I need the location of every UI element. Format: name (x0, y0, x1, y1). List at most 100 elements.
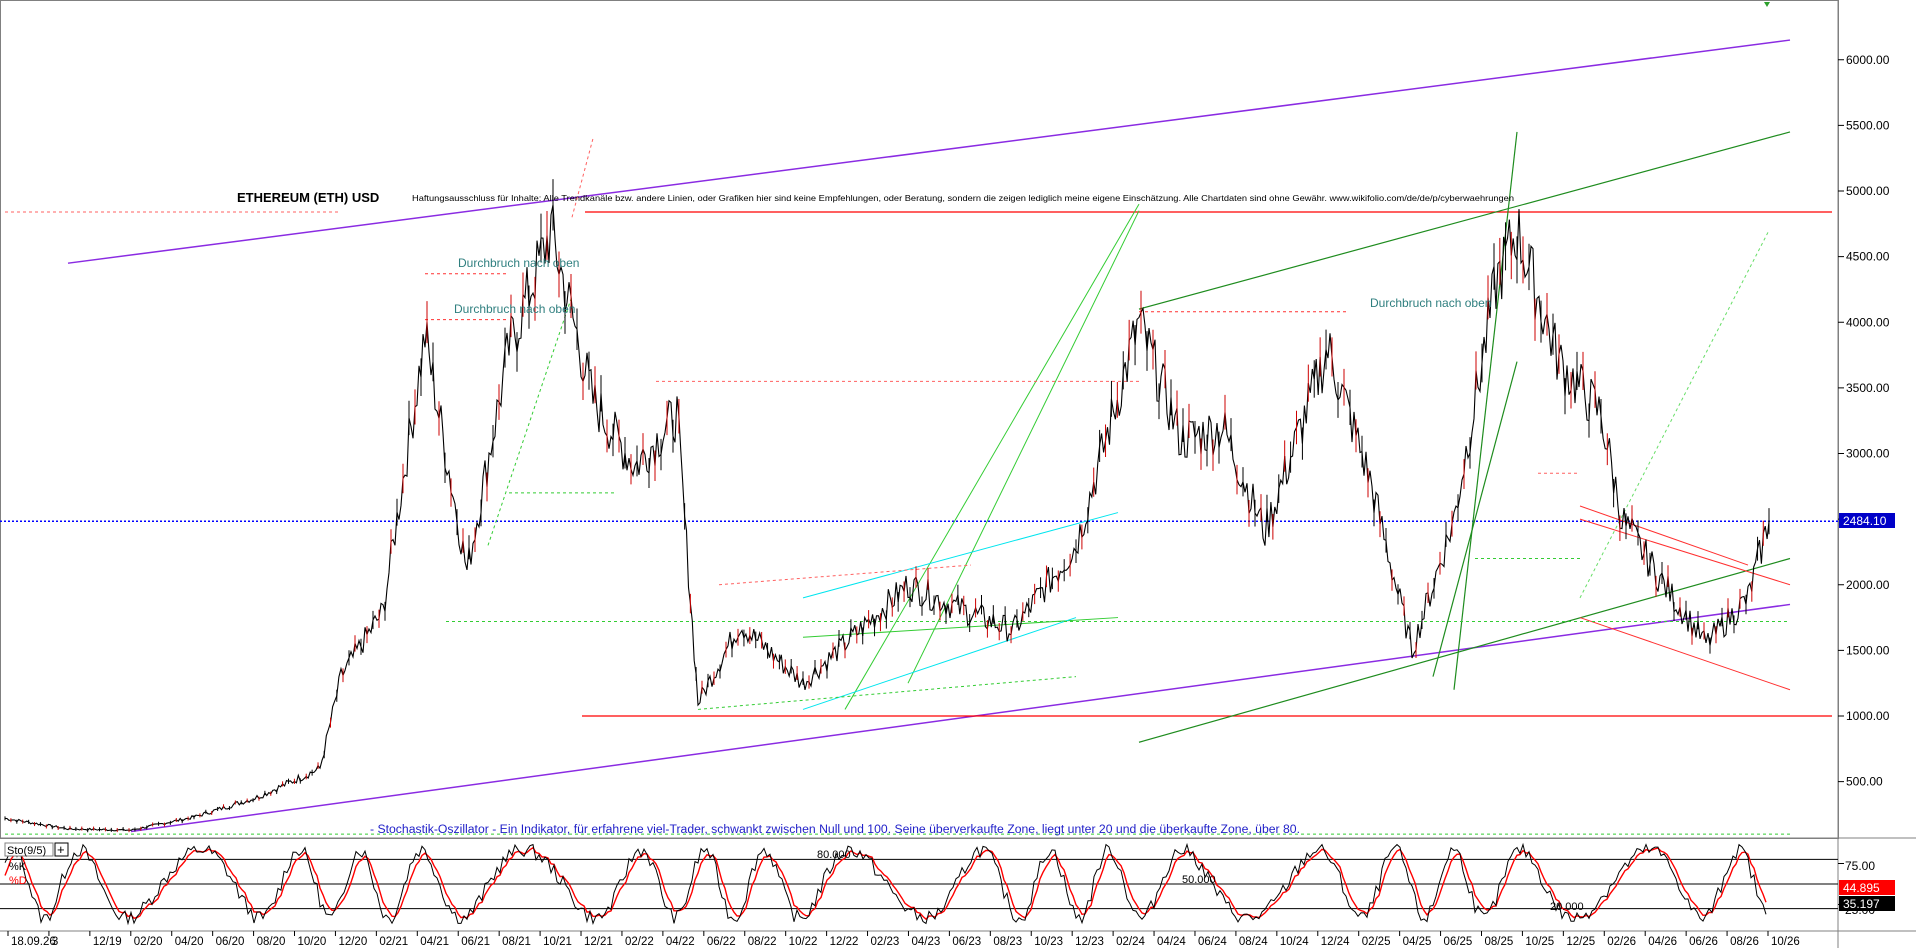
time-tick-label: 12/19 (93, 936, 122, 948)
time-tick-label: 08/21 (502, 936, 531, 948)
time-tick-label: 02/25 (1362, 936, 1391, 948)
k-value: 44.895 (1843, 881, 1880, 895)
price-tick-label: 5000.00 (1846, 184, 1890, 198)
dashed-level-line (571, 138, 594, 218)
time-tick-label: 10/25 (1525, 936, 1554, 948)
time-tick-label: 06/22 (707, 936, 736, 948)
price-tick-label: 4000.00 (1846, 315, 1890, 329)
stochastic-label-box[interactable] (4, 842, 54, 857)
time-tick-label: 08/22 (748, 936, 777, 948)
trend-line (1432, 361, 1518, 677)
price-tick-label: 5500.00 (1846, 118, 1890, 132)
time-axis: 18.09.263 12/19 02/20 04/20 06/20 08/20 10/20 1… (7, 931, 1800, 948)
trend-line (1579, 518, 1791, 586)
time-tick-label: 3 (52, 936, 58, 948)
trend-line (844, 203, 1140, 710)
time-tick-label: 02/20 (134, 936, 163, 948)
trend-line (802, 617, 1077, 710)
dashed-level-line (718, 564, 972, 586)
time-tick-label: 04/22 (666, 936, 695, 948)
time-tick-label: 08/20 (257, 936, 286, 948)
time-tick-label: 04/23 (911, 936, 940, 948)
dashed-level-line (487, 295, 573, 546)
time-tick-label: 02/22 (625, 936, 654, 948)
time-tick-label: 10/22 (789, 936, 818, 948)
k-value-badge (1839, 880, 1895, 895)
time-tick-label: 04/21 (420, 936, 449, 948)
price-tick-label: 500.00 (1846, 775, 1883, 789)
time-tick-label: 04/20 (175, 936, 204, 948)
time-tick-label: 12/21 (584, 936, 613, 948)
time-tick-label: 12/23 (1075, 936, 1104, 948)
time-tick-label: 02/21 (379, 936, 408, 948)
time-tick-label: 10/21 (543, 936, 572, 948)
stochastic-d-line (4, 846, 1767, 921)
time-tick-label: 12/25 (1566, 936, 1595, 948)
d-value-badge (1839, 896, 1895, 911)
trend-line (1579, 617, 1791, 691)
purple-channel-bottom (130, 603, 1791, 833)
trend-lines (0, 39, 1838, 835)
marker-icon (1764, 2, 1770, 7)
d-label: %D (9, 875, 27, 887)
price-axis: 6000.00 5500.00 5000.00 4500.00 4000.00 3500.… (1838, 53, 1890, 789)
level-80-label: 80.000 (817, 849, 851, 861)
price-line (4, 204, 1770, 832)
stochastic-expand-button[interactable] (54, 842, 69, 857)
time-tick-label: 02/26 (1607, 936, 1636, 948)
time-tick-label: 08/26 (1730, 936, 1759, 948)
price-tick-label: 3500.00 (1846, 381, 1890, 395)
last-price-label: 2484.10 (1843, 514, 1887, 528)
plus-icon: + (57, 842, 65, 857)
time-tick-label: 04/24 (1157, 936, 1186, 948)
time-tick-label: 18.09.26 (11, 936, 56, 948)
disclaimer-text: Haftungsausschluss für Inhalte: Alle Tre… (412, 193, 1514, 203)
purple-channel-top (67, 39, 1791, 264)
time-tick-label: 08/25 (1484, 936, 1513, 948)
price-tick-label: 4500.00 (1846, 250, 1890, 264)
time-tick-label: 04/25 (1403, 936, 1432, 948)
price-tick-label: 2000.00 (1846, 578, 1890, 592)
trend-line (1138, 131, 1791, 310)
k-label: %K (9, 861, 27, 873)
sto-tick-75: 75.00 (1845, 859, 1875, 873)
chart-title: ETHEREUM (ETH) USD (237, 190, 379, 205)
annotation-breakout-1: Durchbruch nach oben (458, 256, 579, 270)
last-price-badge (1839, 513, 1895, 528)
time-tick-label: 10/20 (298, 936, 327, 948)
time-tick-label: 10/26 (1771, 936, 1800, 948)
time-tick-label: 06/24 (1198, 936, 1227, 948)
annotation-breakout-3: Durchbruch nach oben (1370, 296, 1491, 310)
trend-line (1453, 131, 1518, 690)
time-tick-label: 06/26 (1689, 936, 1718, 948)
price-tick-label: 1000.00 (1846, 709, 1890, 723)
time-tick-label: 10/24 (1280, 936, 1309, 948)
time-tick-label: 08/24 (1239, 936, 1268, 948)
price-tick-label: 3000.00 (1846, 447, 1890, 461)
time-tick-label: 12/24 (1321, 936, 1350, 948)
time-tick-label: 06/25 (1444, 936, 1473, 948)
trend-line (802, 512, 1119, 599)
time-tick-label: 02/23 (871, 936, 900, 948)
price-panel-border (0, 0, 1839, 839)
price-tick-label: 6000.00 (1846, 53, 1890, 67)
time-tick-label: 06/23 (952, 936, 981, 948)
price-tick-label: 1500.00 (1846, 643, 1890, 657)
stochastic-label: Sto(9/5) (7, 845, 46, 857)
time-tick-label: 04/26 (1648, 936, 1677, 948)
trend-line (1579, 505, 1749, 566)
dashed-level-line (1579, 230, 1770, 599)
oscillator-note: - Stochastik-Oszillator - Ein Indikator,… (370, 824, 1300, 836)
time-tick-label: 02/24 (1116, 936, 1145, 948)
time-tick-label: 10/23 (1034, 936, 1063, 948)
time-tick-label: 12/20 (338, 936, 367, 948)
time-tick-label: 08/23 (993, 936, 1022, 948)
stochastic-panel (0, 842, 1844, 926)
level-50-label: 50.000 (1182, 874, 1216, 886)
time-tick-label: 06/21 (461, 936, 490, 948)
d-value: 35.197 (1843, 897, 1880, 911)
time-tick-label: 12/22 (830, 936, 859, 948)
trend-line (907, 210, 1140, 684)
time-tick-label: 06/20 (216, 936, 245, 948)
